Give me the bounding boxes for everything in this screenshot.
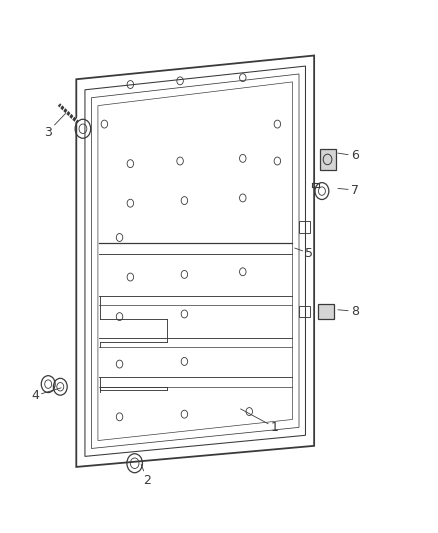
Text: 7: 7 [338, 183, 359, 197]
Text: 6: 6 [338, 149, 359, 162]
Text: 1: 1 [240, 409, 279, 434]
Text: 5: 5 [295, 247, 314, 260]
FancyBboxPatch shape [320, 149, 336, 170]
Text: 2: 2 [141, 464, 151, 487]
Text: 4: 4 [31, 388, 61, 402]
Bar [299, 221, 310, 233]
Text: 8: 8 [338, 305, 359, 318]
Text: 3: 3 [44, 114, 66, 139]
FancyBboxPatch shape [318, 304, 334, 319]
Bar [299, 305, 310, 317]
